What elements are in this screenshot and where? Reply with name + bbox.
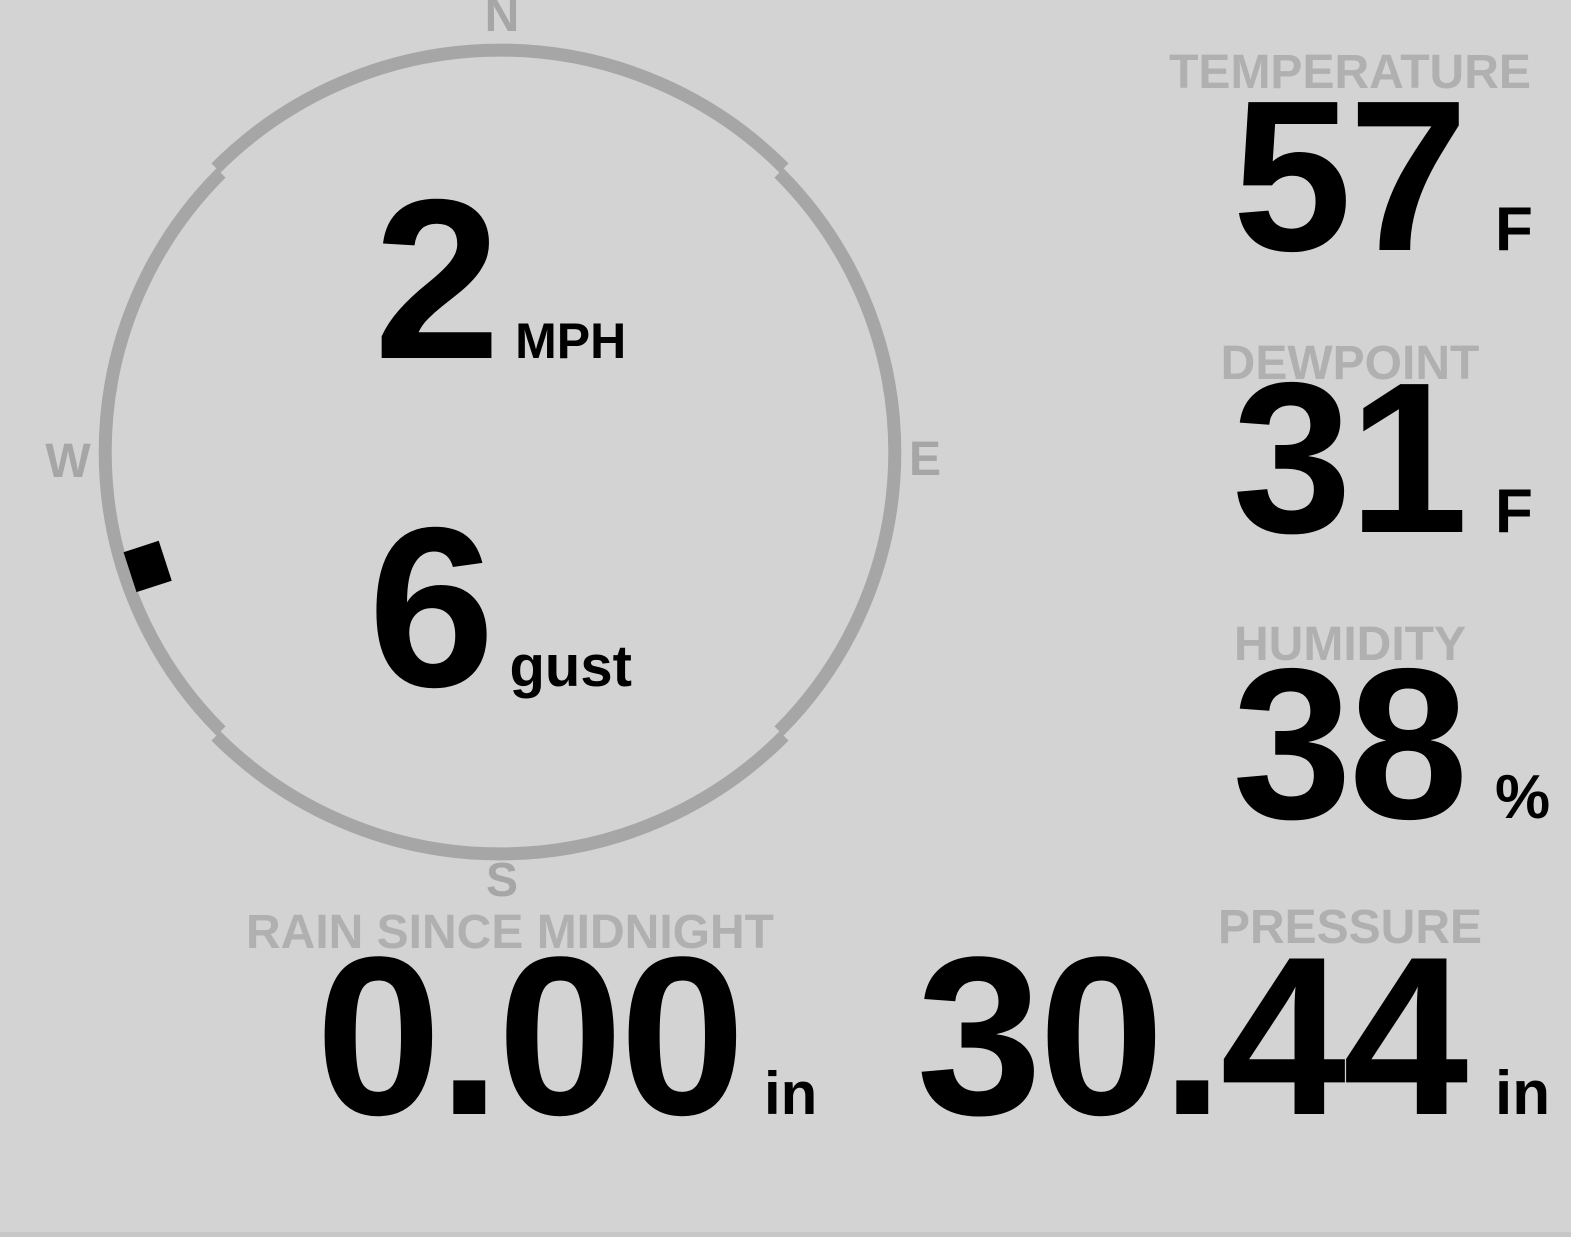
temperature-label: TEMPERATURE [1169, 46, 1531, 99]
pressure-unit: in [1495, 1059, 1551, 1128]
pressure-row: 30.44 in [850, 923, 1550, 1149]
dewpoint-row: 31 F [850, 350, 1550, 565]
wind-direction-marker [123, 540, 172, 593]
wind-speed-row: 2 MPH [150, 166, 850, 394]
compass-east-label: E [908, 433, 941, 486]
wind-gust-row: 6 gust [150, 494, 850, 722]
humidity-row: 38 % [850, 636, 1550, 851]
humidity-value: 38 [1232, 623, 1468, 864]
pressure-value: 30.44 [916, 909, 1468, 1162]
dewpoint-unit: F [1495, 477, 1533, 546]
compass-west-label: W [45, 435, 91, 488]
rain-label: RAIN SINCE MIDNIGHT [246, 906, 774, 959]
rain-value: 0.00 [315, 909, 746, 1162]
rain-row: 0.00 in [260, 923, 820, 1149]
rain-unit: in [764, 1060, 818, 1127]
compass-north-label: N [484, 0, 520, 42]
wind-gust-unit: gust [509, 634, 632, 699]
temperature-value: 57 [1232, 55, 1468, 296]
temperature-row: 57 F [850, 68, 1550, 283]
wind-speed-value: 2 [373, 153, 501, 407]
compass-ring [98, 43, 902, 861]
wind-gust-value: 6 [368, 481, 495, 735]
dewpoint-value: 31 [1232, 337, 1468, 578]
humidity-unit: % [1495, 763, 1551, 832]
temperature-unit: F [1495, 195, 1533, 264]
pressure-label: PRESSURE [1217, 901, 1483, 954]
window-bottom-edge [0, 1232, 1571, 1237]
compass-south-label: S [485, 854, 518, 907]
dewpoint-label: DEWPOINT [1220, 337, 1480, 390]
humidity-label: HUMIDITY [1234, 618, 1466, 671]
wind-speed-unit: MPH [515, 313, 627, 369]
